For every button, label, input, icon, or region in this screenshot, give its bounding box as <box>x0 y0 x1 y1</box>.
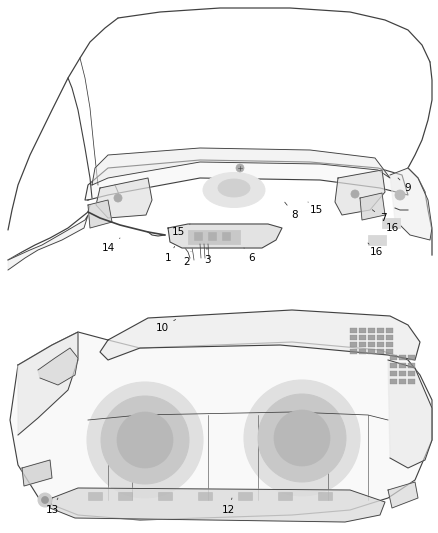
Polygon shape <box>38 348 78 385</box>
Polygon shape <box>10 332 432 520</box>
Text: 2: 2 <box>184 252 191 267</box>
Bar <box>359 335 366 340</box>
Bar <box>238 492 252 500</box>
Bar <box>368 235 386 245</box>
Polygon shape <box>8 215 88 270</box>
Text: 15: 15 <box>171 224 190 237</box>
Circle shape <box>117 412 173 468</box>
Circle shape <box>87 382 203 498</box>
Bar <box>118 492 132 500</box>
Bar <box>377 349 384 354</box>
Text: 3: 3 <box>204 248 210 265</box>
Polygon shape <box>92 148 390 185</box>
Text: 16: 16 <box>368 243 383 257</box>
Text: 12: 12 <box>221 498 235 515</box>
Text: 13: 13 <box>46 498 59 515</box>
Bar <box>368 328 375 333</box>
Polygon shape <box>360 193 385 220</box>
Bar <box>377 328 384 333</box>
Circle shape <box>114 194 122 202</box>
Ellipse shape <box>218 179 250 197</box>
Bar <box>386 335 393 340</box>
Polygon shape <box>85 160 408 200</box>
Polygon shape <box>18 332 78 435</box>
Text: 9: 9 <box>398 178 411 193</box>
Text: 7: 7 <box>372 209 386 223</box>
Text: 1: 1 <box>165 246 175 263</box>
Bar <box>278 492 292 500</box>
Bar <box>88 492 102 500</box>
Bar <box>368 349 375 354</box>
Bar <box>368 342 375 347</box>
Bar <box>399 355 406 360</box>
Polygon shape <box>96 178 152 218</box>
Circle shape <box>38 493 52 507</box>
Bar <box>408 371 415 376</box>
Circle shape <box>258 394 346 482</box>
Bar <box>408 363 415 368</box>
Circle shape <box>274 410 330 466</box>
Text: 15: 15 <box>308 202 323 215</box>
Bar <box>350 342 357 347</box>
Polygon shape <box>388 482 418 508</box>
Text: 16: 16 <box>383 220 399 233</box>
Circle shape <box>236 164 244 172</box>
Bar <box>390 363 397 368</box>
Bar <box>399 363 406 368</box>
Bar <box>386 342 393 347</box>
Bar <box>368 335 375 340</box>
Bar <box>350 349 357 354</box>
Polygon shape <box>335 170 385 215</box>
Text: 10: 10 <box>155 319 176 333</box>
Bar <box>386 349 393 354</box>
Bar <box>350 328 357 333</box>
Bar <box>408 379 415 384</box>
Text: 8: 8 <box>285 202 298 220</box>
Polygon shape <box>22 460 52 486</box>
Polygon shape <box>50 488 385 522</box>
Bar <box>194 232 202 240</box>
Bar <box>158 492 172 500</box>
Bar <box>208 232 216 240</box>
Bar <box>390 379 397 384</box>
Circle shape <box>395 190 405 200</box>
Bar <box>198 492 212 500</box>
Bar <box>377 342 384 347</box>
Bar <box>382 218 400 228</box>
Bar <box>222 232 230 240</box>
Circle shape <box>244 380 360 496</box>
Bar <box>350 335 357 340</box>
Polygon shape <box>388 360 432 468</box>
Polygon shape <box>100 310 420 360</box>
Bar <box>359 328 366 333</box>
Bar <box>386 328 393 333</box>
Text: 14: 14 <box>101 238 120 253</box>
Circle shape <box>101 396 189 484</box>
Polygon shape <box>88 200 112 228</box>
Bar <box>408 355 415 360</box>
Bar <box>390 355 397 360</box>
Bar <box>377 335 384 340</box>
Text: 6: 6 <box>244 248 255 263</box>
Circle shape <box>42 497 49 504</box>
Polygon shape <box>390 168 432 240</box>
Circle shape <box>351 190 359 198</box>
Bar <box>359 342 366 347</box>
Polygon shape <box>168 224 282 248</box>
Bar <box>399 371 406 376</box>
Ellipse shape <box>203 173 265 207</box>
Bar <box>359 349 366 354</box>
Bar <box>390 371 397 376</box>
Bar <box>399 379 406 384</box>
Bar <box>188 230 240 244</box>
Bar <box>318 492 332 500</box>
